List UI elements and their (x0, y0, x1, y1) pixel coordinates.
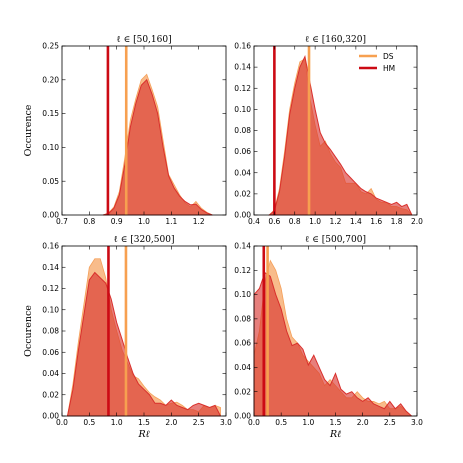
y-tick-label: 0.25 (42, 42, 59, 51)
x-tick-label: 2.0 (165, 418, 177, 427)
x-tick-label: 1.2 (193, 217, 205, 226)
x-tick-label: 0.4 (248, 217, 260, 226)
y-tick-label: 0.00 (42, 412, 59, 421)
y-tick-label: 0.10 (42, 305, 59, 314)
y-tick-label: 0.00 (42, 211, 59, 220)
x-axis-label: Rℓ (137, 429, 149, 440)
y-tick-label: 0.06 (42, 348, 59, 357)
x-tick-label: 1.0 (309, 217, 321, 226)
y-tick-label: 0.08 (234, 314, 251, 323)
y-tick-label: 0.05 (42, 177, 59, 186)
series-area-hm (253, 271, 413, 417)
panel-title: ℓ ∈ [160,320] (305, 35, 366, 45)
x-tick-label: 1.5 (330, 418, 342, 427)
panel-title: ℓ ∈ [320,500] (114, 235, 175, 245)
x-tick-label: 1.0 (302, 418, 314, 427)
y-tick-label: 0.14 (234, 242, 251, 251)
x-axis-label: Rℓ (329, 429, 341, 440)
y-tick-label: 0.14 (234, 63, 251, 72)
y-tick-label: 0.04 (42, 369, 59, 378)
x-tick-label: 1.8 (391, 217, 403, 226)
y-tick-label: 0.06 (234, 339, 251, 348)
y-tick-label: 0.02 (234, 189, 251, 198)
y-tick-label: 0.08 (234, 126, 251, 135)
series-area-hm (102, 78, 213, 216)
legend-label-hm: HM (383, 64, 395, 73)
y-tick-label: 0.06 (234, 147, 251, 156)
x-tick-label: 0.7 (56, 217, 68, 226)
x-tick-label: 0.9 (111, 217, 123, 226)
y-tick-label: 0.14 (42, 263, 59, 272)
y-tick-label: 0.12 (42, 284, 59, 293)
x-tick-label: 1.1 (165, 217, 177, 226)
y-tick-label: 0.02 (42, 390, 59, 399)
series-area-hm (267, 54, 413, 216)
x-tick-label: 3.0 (220, 418, 232, 427)
y-tick-label: 0.10 (234, 290, 251, 299)
y-tick-label: 0.02 (234, 387, 251, 396)
x-tick-label: 0.0 (248, 418, 260, 427)
y-tick-label: 0.00 (234, 211, 251, 220)
x-tick-label: 0.8 (289, 217, 301, 226)
y-tick-label: 0.10 (234, 105, 251, 114)
y-tick-label: 0.04 (234, 168, 251, 177)
x-tick-label: 0.5 (275, 418, 287, 427)
x-tick-label: 0.6 (268, 217, 280, 226)
y-tick-label: 0.00 (234, 412, 251, 421)
panel-title: ℓ ∈ [500,700] (305, 235, 366, 245)
y-tick-label: 0.16 (234, 42, 251, 51)
y-axis-label: Occurence (23, 305, 34, 357)
y-tick-label: 0.12 (234, 84, 251, 93)
y-axis-label: Occurence (23, 104, 34, 156)
x-tick-label: 2.0 (411, 217, 423, 226)
x-tick-label: 1.0 (111, 418, 123, 427)
y-tick-label: 0.08 (42, 327, 59, 336)
y-tick-label: 0.20 (42, 75, 59, 84)
x-tick-label: 1.4 (350, 217, 362, 226)
x-tick-label: 2.5 (384, 418, 396, 427)
y-tick-label: 0.15 (42, 109, 59, 118)
y-tick-label: 0.04 (234, 363, 251, 372)
x-tick-label: 0.0 (56, 418, 68, 427)
x-tick-label: 2.0 (357, 418, 369, 427)
x-tick-label: 1.2 (330, 217, 342, 226)
legend-label-ds: DS (383, 52, 394, 61)
series-area-hm (66, 271, 222, 417)
x-tick-label: 2.5 (193, 418, 205, 427)
y-tick-label: 0.16 (42, 242, 59, 251)
x-tick-label: 1.6 (370, 217, 382, 226)
y-tick-label: 0.12 (234, 266, 251, 275)
x-tick-label: 0.5 (83, 418, 95, 427)
x-tick-label: 3.0 (411, 418, 423, 427)
y-tick-label: 0.10 (42, 143, 59, 152)
x-tick-label: 0.8 (83, 217, 95, 226)
x-tick-label: 1.0 (138, 217, 150, 226)
x-tick-label: 1.5 (138, 418, 150, 427)
panel-title: ℓ ∈ [50,160] (116, 35, 171, 45)
